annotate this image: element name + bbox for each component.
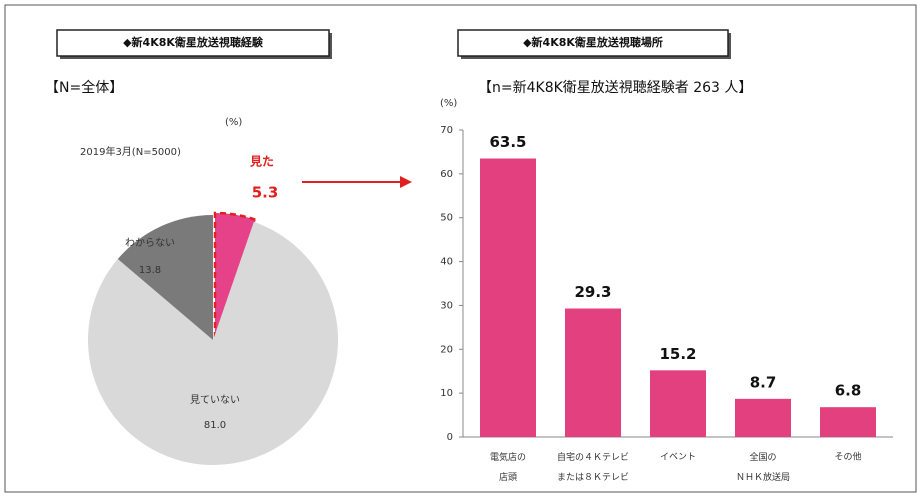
slice-label: 見ていない: [190, 394, 240, 406]
bar: [820, 407, 876, 437]
x-tick-label: その他: [834, 451, 861, 463]
y-tick-label: 40: [440, 257, 453, 268]
x-tick-label: 電気店の店頭: [490, 451, 526, 483]
bar: [650, 370, 706, 437]
y-tick-label: 50: [440, 213, 453, 224]
y-tick-label: 60: [440, 169, 453, 180]
bar-title: ◆新4K8K衛星放送視聴場所: [523, 35, 663, 49]
pie-slice: [117, 215, 213, 340]
x-tick-label: イベント: [660, 453, 696, 463]
y-tick-label: 70: [440, 125, 453, 136]
pie-unit: (%): [225, 117, 242, 128]
y-tick-label: 30: [440, 300, 453, 311]
series-label: 2019年3月(N=5000): [80, 145, 181, 158]
slice-label: わからない: [125, 237, 175, 249]
value-label: 81.0: [204, 420, 226, 431]
y-tick-label: 20: [440, 344, 453, 355]
bar: [565, 308, 621, 437]
value-label: 8.7: [750, 373, 777, 391]
x-tick-label: 全国のＮＨＫ放送局: [736, 451, 790, 483]
bar-subtitle: 【n=新4K8K衛星放送視聴経験者 263 人】: [478, 80, 752, 96]
pie-title: ◆新4K8K衛星放送視聴経験: [123, 35, 264, 49]
bar: [480, 158, 536, 437]
x-tick-label: 自宅の４Ｋテレビまたは８Ｋテレビ: [557, 451, 629, 483]
value-label: 13.8: [139, 265, 161, 276]
title-box: [457, 29, 729, 57]
bar: [735, 398, 791, 437]
pie-subtitle: 【N=全体】: [45, 79, 123, 96]
title-box: [56, 29, 330, 57]
slice-label: 見た: [249, 154, 274, 169]
pie-slice: [88, 221, 339, 465]
value-label: 5.3: [252, 184, 279, 202]
bar-unit: (%): [440, 98, 457, 109]
value-label: 6.8: [835, 382, 862, 400]
arrow-head: [400, 176, 412, 188]
frame: [4, 4, 917, 493]
value-label: 63.5: [489, 133, 526, 151]
y-tick-label: 10: [440, 388, 453, 399]
value-label: 29.3: [574, 283, 611, 301]
y-tick-label: 0: [447, 432, 453, 443]
value-label: 15.2: [659, 345, 696, 363]
